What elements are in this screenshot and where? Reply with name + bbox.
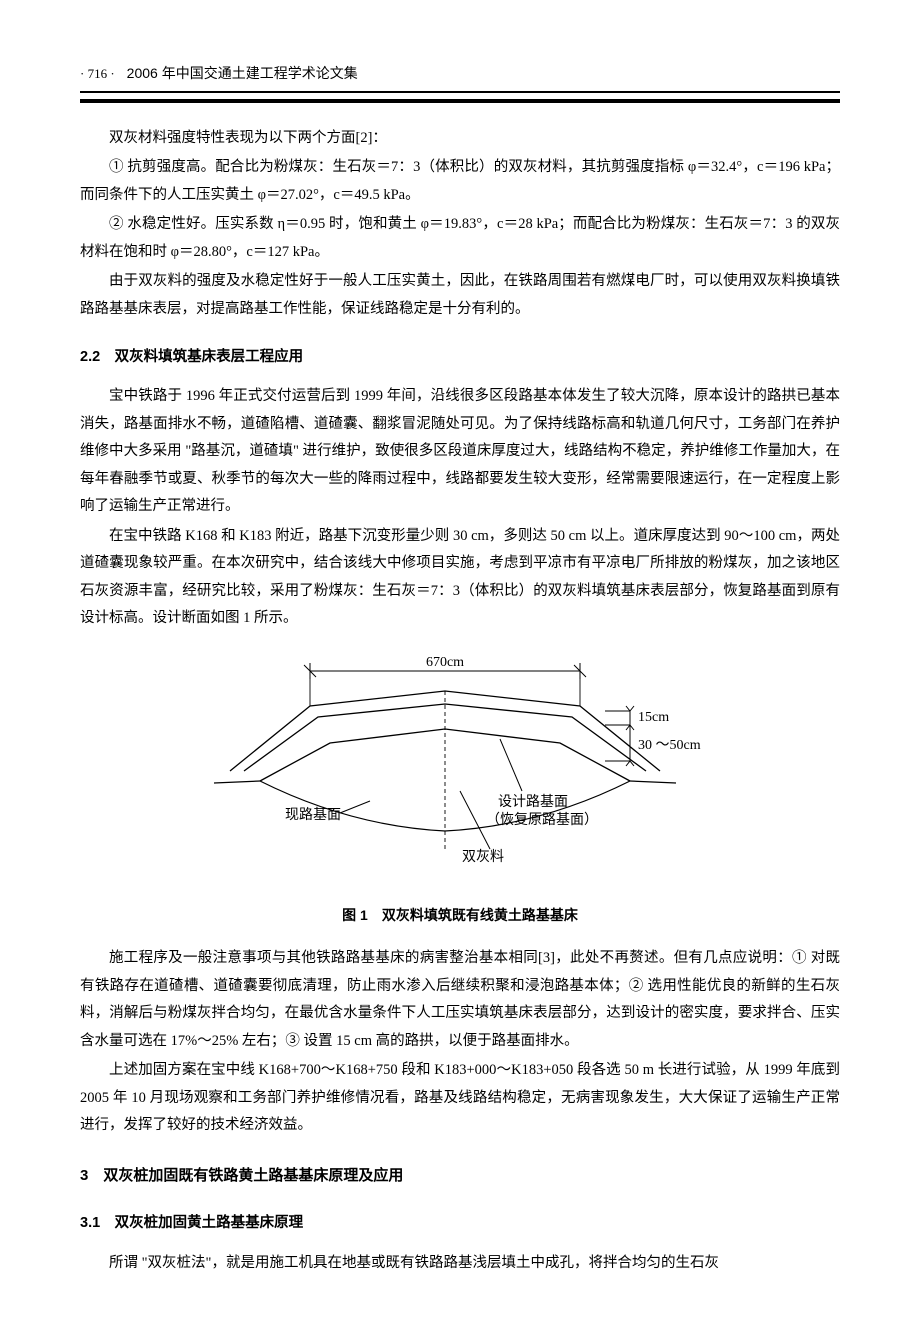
heading-3: 3 双灰桩加固既有铁路黄土路基基床原理及应用: [80, 1162, 840, 1191]
fig-label-design: 设计路基面: [498, 793, 568, 810]
sec22-p2: 在宝中铁路 K168 和 K183 附近，路基下沉变形量少则 30 cm，多则达…: [80, 523, 840, 633]
intro-p3: ② 水稳定性好。压实系数 η＝0.95 时，饱和黄土 φ＝19.83°，c＝28…: [80, 211, 840, 266]
fig-label-existing: 现路基面: [285, 806, 341, 823]
heading-2-2: 2.2 双灰料填筑基床表层工程应用: [80, 344, 840, 372]
fig-width-label: 670cm: [426, 655, 464, 670]
intro-p1: 双灰材料强度特性表现为以下两个方面[2]：: [80, 125, 840, 153]
header-rule: [80, 99, 840, 103]
journal-title: 2006 年中国交通土建工程学术论文集: [127, 60, 358, 87]
sec31-p1: 所谓 "双灰桩法"，就是用施工机具在地基或既有铁路路基浅层填土中成孔，将拌合均匀…: [80, 1250, 840, 1278]
intro-p4: 由于双灰料的强度及水稳定性好于一般人工压实黄土，因此，在铁路周围若有燃煤电厂时，…: [80, 268, 840, 323]
sec22-p1: 宝中铁路于 1996 年正式交付运营后到 1999 年间，沿线很多区段路基本体发…: [80, 383, 840, 521]
page-header: · 716 · 2006 年中国交通土建工程学术论文集: [80, 60, 840, 93]
figure-1-caption: 图 1 双灰料填筑既有线黄土路基基床: [80, 902, 840, 929]
afterfig-p1: 施工程序及一般注意事项与其他铁路路基基床的病害整治基本相同[3]，此处不再赘述。…: [80, 945, 840, 1055]
fig-label-material: 双灰料: [462, 849, 504, 865]
fig-label-restore: （恢复原路基面）: [486, 811, 598, 828]
heading-3-1: 3.1 双灰桩加固黄土路基基床原理: [80, 1210, 840, 1238]
figure-1: 670cm: [80, 651, 840, 892]
fig-dim-30-50: 30 ～50cm: [638, 738, 701, 753]
page-number: · 716 ·: [80, 62, 115, 87]
intro-p2: ① 抗剪强度高。配合比为粉煤灰：生石灰＝7：3（体积比）的双灰材料，其抗剪强度指…: [80, 154, 840, 209]
afterfig-p2: 上述加固方案在宝中线 K168+700～K168+750 段和 K183+000…: [80, 1057, 840, 1140]
fig-dim-15: 15cm: [638, 710, 669, 725]
figure-1-svg: 670cm: [200, 651, 720, 881]
